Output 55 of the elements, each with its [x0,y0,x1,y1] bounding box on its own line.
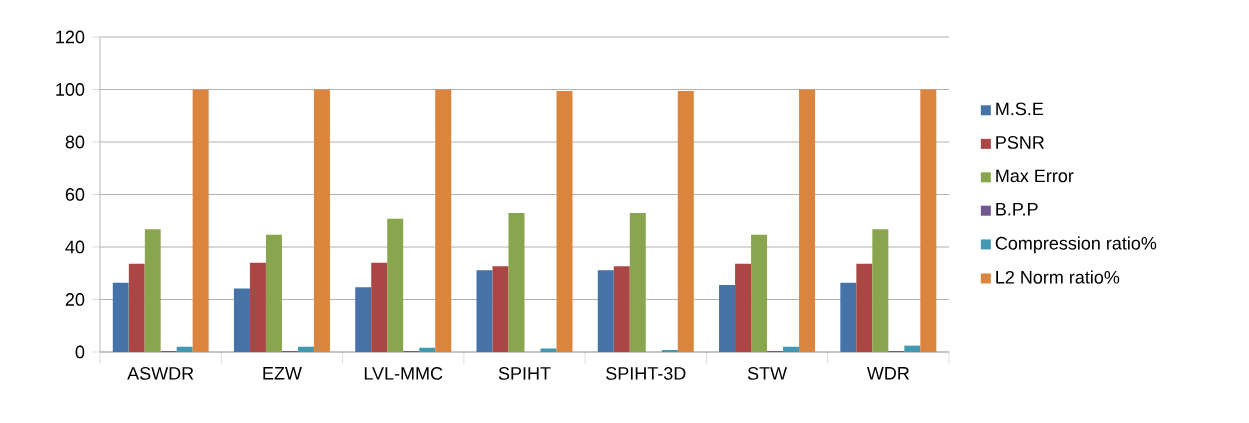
bar [476,270,493,352]
bar [840,282,857,352]
bar [783,346,800,352]
bar [661,349,678,352]
y-tick-label: 80 [65,135,85,149]
bar [144,229,161,352]
x-tick-label: STW [747,367,787,380]
bar [192,89,209,352]
bar [355,287,372,352]
legend-label: B.P.P [996,203,1038,216]
bar [265,234,282,352]
x-tick-label: EZW [263,367,302,380]
legend-label: Compression ratio% [995,236,1157,254]
bar [419,347,436,352]
x-tick-label: SPIHT [498,367,551,380]
y-tick-label: 0 [75,345,85,359]
bar [751,234,768,352]
x-tick-label: WDR [866,367,909,380]
legend-label: L2 Norm ratio% [996,270,1120,284]
bar [920,89,937,352]
bar [597,270,614,352]
x-tick-label: LVL-MMC [364,367,443,380]
bar [856,263,873,352]
legend-label: PSNR [996,136,1045,149]
bar [735,263,752,352]
bar [508,213,525,352]
bar [249,262,266,352]
y-tick-label: 40 [65,240,85,254]
legend-label: Max Error [996,169,1074,183]
bar [677,91,694,352]
legend-label: M.S.E [996,102,1044,116]
bar [629,213,646,352]
bar [719,285,736,352]
x-tick-label: SPIHT-3D [606,367,686,380]
bar [128,263,145,352]
y-tick-label: 60 [65,188,85,201]
bar [435,89,452,352]
bar [872,229,889,352]
bar [112,282,129,352]
bar [799,89,816,352]
x-tick-label: ASWDR [127,367,194,380]
bar [556,91,573,352]
bar [313,89,330,352]
bar [492,266,509,352]
bar [904,345,921,352]
bar [297,346,314,352]
bar [176,346,193,352]
y-tick-label: 120 [56,30,85,44]
bar [540,348,557,352]
bar [387,218,404,352]
bar [613,266,630,352]
bar [233,288,250,352]
y-tick-label: 20 [65,293,85,306]
y-tick-label: 100 [56,83,85,96]
bar [371,262,388,352]
